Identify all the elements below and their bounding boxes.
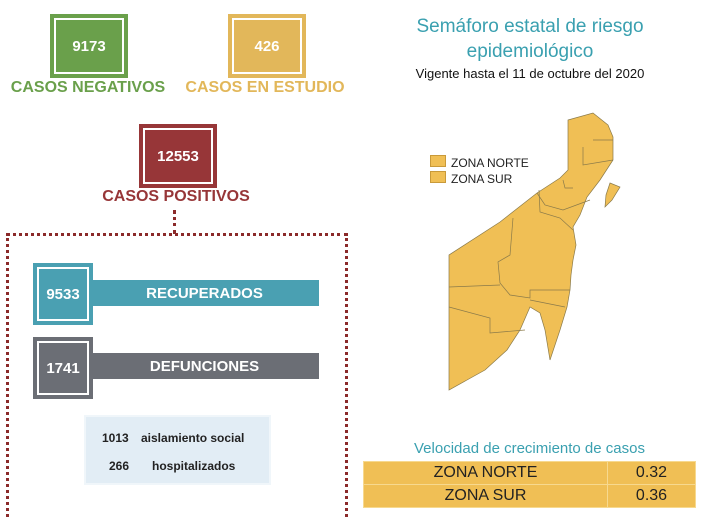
table-row: ZONA SUR 0.36 bbox=[363, 484, 696, 508]
deaths-label: DEFUNCIONES bbox=[149, 357, 260, 375]
zone-cell: ZONA SUR bbox=[363, 484, 608, 508]
negative-cases-label: CASOS NEGATIVOS bbox=[10, 79, 166, 96]
table-row: ZONA NORTE 0.32 bbox=[363, 461, 696, 485]
study-cases-label: CASOS EN ESTUDIO bbox=[185, 79, 345, 96]
positive-cases-label: CASOS POSITIVOS bbox=[102, 188, 250, 205]
deaths-bar: DEFUNCIONES bbox=[90, 353, 319, 379]
zone-cell: ZONA NORTE bbox=[363, 461, 608, 485]
value-cell: 0.36 bbox=[607, 484, 696, 508]
recovered-bar: RECUPERADOS bbox=[90, 280, 319, 306]
legend-swatch bbox=[430, 171, 446, 183]
connector-line bbox=[173, 210, 176, 234]
study-cases-value: 426 bbox=[228, 14, 306, 78]
recovered-value: 9533 bbox=[33, 263, 93, 325]
map-legend: ZONA NORTE ZONA SUR bbox=[430, 155, 529, 187]
positive-cases-value: 12553 bbox=[139, 124, 217, 188]
municipal-border bbox=[497, 217, 570, 299]
connector-line bbox=[6, 233, 348, 236]
deaths-value: 1741 bbox=[33, 337, 93, 399]
connector-line bbox=[6, 233, 9, 517]
detail-label: hospitalizados bbox=[152, 459, 236, 473]
connector-line bbox=[345, 233, 348, 517]
legend-label: ZONA NORTE bbox=[451, 156, 529, 170]
municipal-border bbox=[448, 284, 566, 334]
legend-item: ZONA SUR bbox=[430, 171, 529, 187]
detail-label: aislamiento social bbox=[141, 431, 245, 445]
map-island bbox=[604, 182, 621, 208]
recovered-label: RECUPERADOS bbox=[146, 284, 263, 302]
map-subtitle: Vigente hasta el 11 de octubre del 2020 bbox=[415, 66, 645, 81]
legend-swatch bbox=[430, 155, 446, 167]
deaths-details-box: 1013 aislamiento social 266 hospitalizad… bbox=[84, 415, 271, 485]
growth-title: Velocidad de crecimiento de casos bbox=[414, 440, 645, 457]
detail-value: 266 bbox=[109, 459, 130, 473]
legend-item: ZONA NORTE bbox=[430, 155, 529, 171]
map-region bbox=[448, 112, 614, 391]
negative-cases-value: 9173 bbox=[50, 14, 128, 78]
legend-label: ZONA SUR bbox=[451, 172, 513, 186]
map-title: Semáforo estatal de riesgo epidemiológic… bbox=[416, 16, 644, 62]
municipal-border bbox=[538, 179, 574, 231]
value-cell: 0.32 bbox=[607, 461, 696, 485]
municipal-border bbox=[536, 139, 614, 211]
growth-table: ZONA NORTE 0.32 ZONA SUR 0.36 bbox=[363, 461, 696, 508]
detail-value: 1013 bbox=[102, 431, 129, 445]
